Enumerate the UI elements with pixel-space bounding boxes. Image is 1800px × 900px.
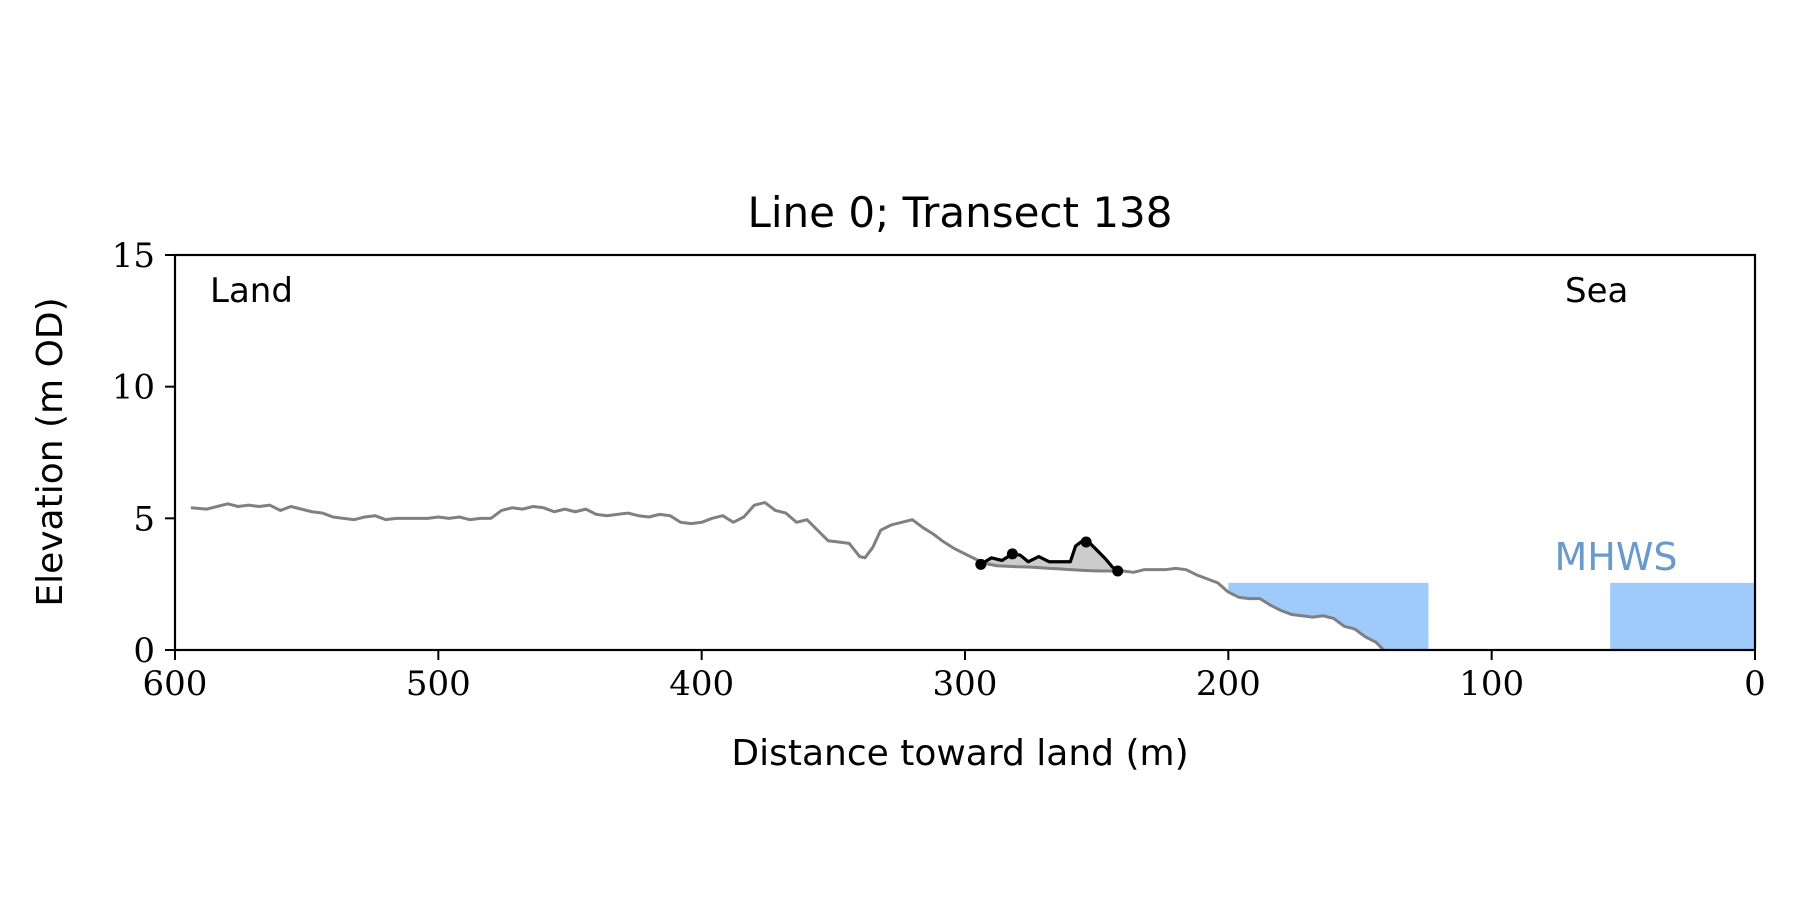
- land-label: Land: [210, 271, 293, 311]
- feature-layer: [975, 536, 1124, 577]
- profile-line: [190, 501, 1385, 652]
- water-region-2: [1610, 582, 1755, 650]
- feature-fill-layer: [980, 542, 1118, 571]
- x-tick-label-600: 600: [143, 664, 208, 704]
- x-tick-label-300: 300: [933, 664, 998, 704]
- sea-label: Sea: [1565, 271, 1628, 311]
- x-tick-label-500: 500: [406, 664, 471, 704]
- y-tick-label-0: 0: [133, 631, 155, 671]
- axes-border: [173, 253, 1757, 652]
- y-tick-label-15: 15: [112, 236, 155, 276]
- y-tick-label-5: 5: [133, 499, 155, 539]
- feature-point-2: [1006, 548, 1018, 560]
- feature-point-3: [1080, 536, 1092, 548]
- feature-point-1: [975, 558, 987, 570]
- axes-frame: [173, 253, 1757, 652]
- feature-point-4: [1112, 565, 1124, 577]
- x-axis-label: Distance toward land (m): [731, 733, 1188, 774]
- profile-layer: [190, 501, 1385, 652]
- x-tick-label-100: 100: [1459, 664, 1524, 704]
- chart-title: Line 0; Transect 138: [747, 188, 1172, 237]
- y-axis-label: Elevation (m OD): [30, 297, 71, 606]
- x-tick-label-400: 400: [669, 664, 734, 704]
- y-tick-label-10: 10: [112, 368, 155, 408]
- x-axis-ticks: 600 500 400 300 200 100 0: [143, 650, 1766, 704]
- x-tick-label-0: 0: [1744, 664, 1766, 704]
- x-tick-label-200: 200: [1196, 664, 1261, 704]
- feature-area: [980, 542, 1118, 571]
- mhws-label: MHWS: [1554, 535, 1677, 579]
- y-axis-ticks: 0 5 10 15: [112, 236, 175, 671]
